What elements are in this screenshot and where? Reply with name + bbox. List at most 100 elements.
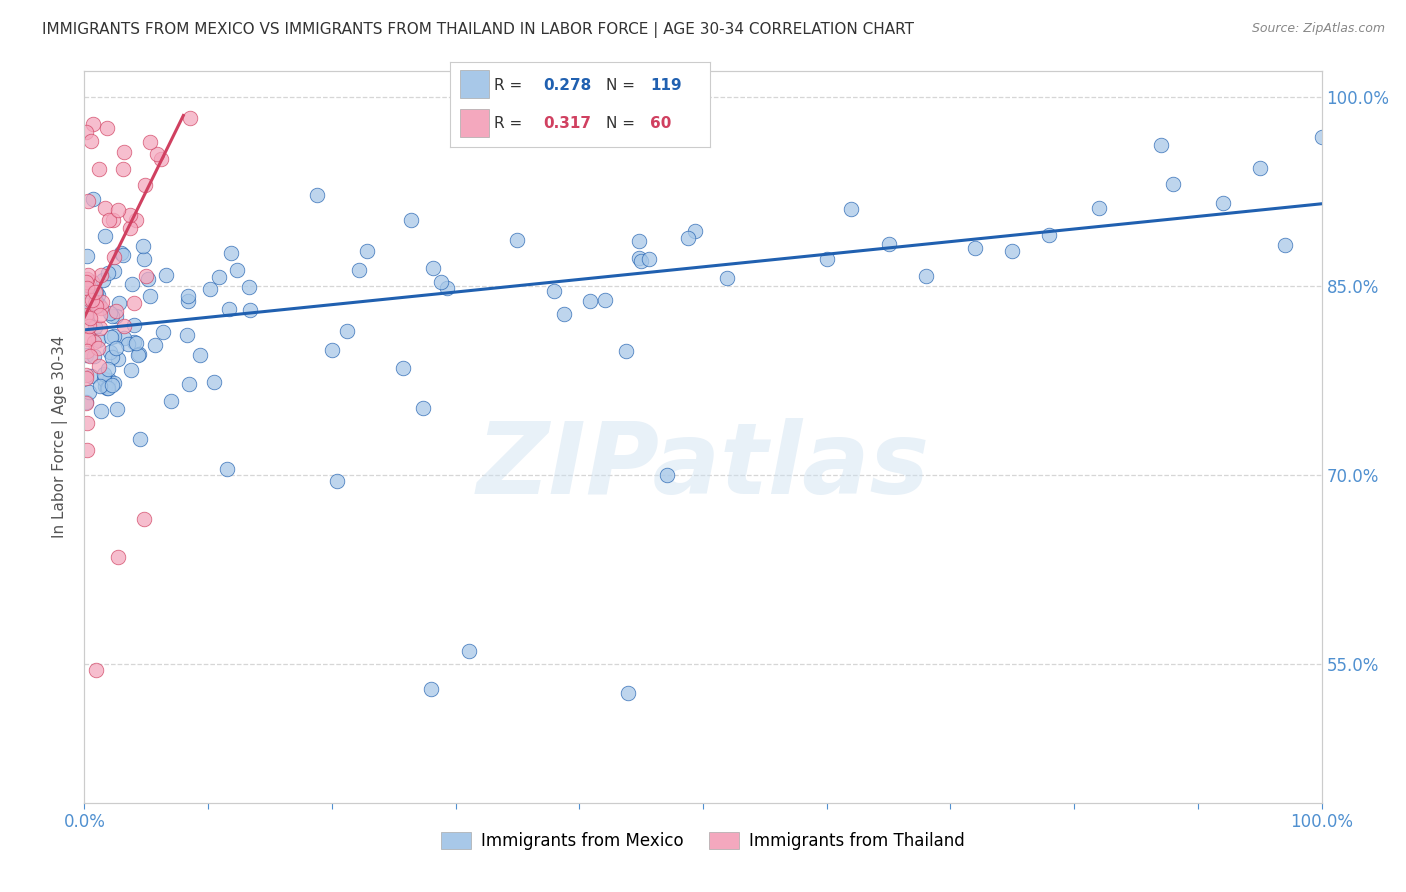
Point (129, 432, 152, 446)
Point (134, 178, 156, 193)
Point (238, 279, 260, 293)
Point (84, 296, 107, 310)
Point (630, 253, 652, 268)
Point (321, 343, 343, 357)
Point (965, 241, 987, 255)
Text: 0.317: 0.317 (544, 116, 592, 131)
Point (76, 280, 98, 294)
Point (208, 269, 231, 284)
Point (121, 277, 143, 291)
Point (96, 381, 118, 395)
Point (218, 301, 240, 316)
Point (100, 306, 122, 320)
Point (93, 372, 115, 386)
Point (100, 345, 122, 359)
Point (412, 401, 434, 415)
Point (87, 341, 110, 355)
Point (422, 260, 444, 275)
Point (436, 281, 458, 295)
Point (128, 346, 150, 360)
Text: R =: R = (494, 78, 527, 93)
Point (97, 362, 120, 376)
Point (399, 212, 422, 227)
Point (82, 293, 104, 308)
Point (110, 245, 132, 260)
Point (132, 239, 155, 253)
Point (84, 664, 107, 678)
Legend: Immigrants from Mexico, Immigrants from Thailand: Immigrants from Mexico, Immigrants from … (434, 825, 972, 856)
Text: Source: ZipAtlas.com: Source: ZipAtlas.com (1251, 22, 1385, 36)
Point (124, 212, 146, 227)
Point (1249, 161, 1271, 175)
Point (76, 248, 98, 262)
Point (152, 325, 174, 339)
Point (122, 334, 145, 349)
Point (90, 404, 112, 418)
Point (76, 416, 98, 430)
Point (139, 135, 162, 149)
Point (107, 296, 129, 310)
Point (97, 381, 120, 395)
Point (103, 250, 125, 264)
Point (553, 307, 575, 321)
Point (76, 310, 98, 324)
Point (93, 229, 115, 244)
Point (75, 308, 97, 322)
Point (307, 188, 329, 202)
Point (122, 318, 145, 332)
Point (683, 224, 706, 238)
Point (1038, 227, 1060, 242)
Point (112, 331, 135, 345)
Point (75, 395, 97, 409)
Point (198, 283, 221, 297)
Point (1150, 138, 1173, 153)
Point (77, 333, 100, 347)
Point (139, 289, 162, 303)
Point (914, 269, 936, 284)
Point (89, 320, 111, 334)
Point (420, 682, 443, 697)
Point (120, 208, 142, 222)
Point (628, 234, 651, 248)
Point (97, 266, 120, 280)
Point (219, 246, 242, 260)
Point (112, 248, 135, 262)
Point (101, 309, 124, 323)
Point (75, 368, 97, 382)
Point (202, 375, 225, 389)
Point (87, 288, 110, 302)
Point (111, 161, 134, 176)
Point (1212, 196, 1234, 211)
Point (101, 377, 124, 392)
Point (98, 373, 121, 387)
Text: 60: 60 (650, 116, 672, 131)
Point (112, 319, 135, 334)
Point (103, 328, 125, 343)
Point (76, 343, 98, 358)
Point (89, 161, 111, 176)
Point (87, 333, 110, 347)
Point (79, 349, 101, 363)
Point (579, 293, 602, 308)
Point (103, 376, 125, 391)
Point (676, 231, 699, 245)
Point (105, 341, 128, 355)
Point (84, 299, 107, 313)
Point (176, 327, 198, 342)
Point (356, 244, 378, 258)
Point (87, 359, 110, 373)
Point (75, 125, 97, 139)
Text: 0.278: 0.278 (544, 78, 592, 93)
Point (75, 395, 97, 409)
Point (239, 303, 262, 318)
Point (79, 369, 101, 384)
Point (107, 203, 129, 218)
Point (117, 337, 139, 351)
Point (1310, 130, 1333, 145)
Point (125, 335, 148, 350)
Text: N =: N = (606, 116, 640, 131)
Point (83, 349, 105, 363)
Point (177, 377, 200, 392)
Bar (460, 109, 489, 137)
Point (127, 348, 149, 362)
